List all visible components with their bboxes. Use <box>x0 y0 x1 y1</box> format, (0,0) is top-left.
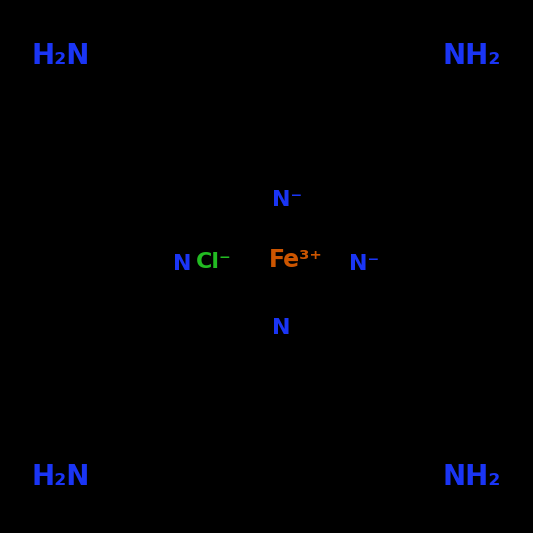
Text: NH₂: NH₂ <box>442 42 501 70</box>
Text: N: N <box>272 318 290 338</box>
Text: N: N <box>173 254 192 274</box>
Text: Fe³⁺: Fe³⁺ <box>269 247 323 272</box>
Text: N⁻: N⁻ <box>272 190 302 210</box>
Text: Cl⁻: Cl⁻ <box>196 252 232 272</box>
Text: H₂N: H₂N <box>32 463 91 491</box>
Text: H₂N: H₂N <box>32 42 91 70</box>
Text: NH₂: NH₂ <box>442 463 501 491</box>
Text: N⁻: N⁻ <box>349 254 379 274</box>
